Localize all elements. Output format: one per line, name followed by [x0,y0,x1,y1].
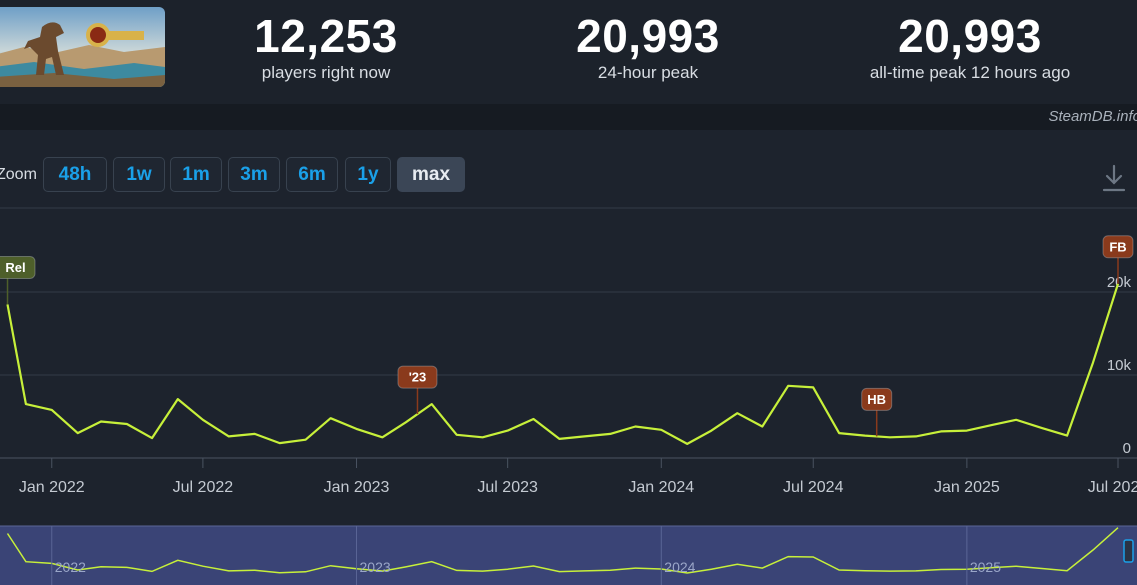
annotation-flag[interactable]: Rel [0,255,36,305]
x-tick-label: Jan 2025 [934,479,1000,496]
x-tick-label: Jul 2025 [1088,479,1137,496]
annotation-flag[interactable]: HB [861,387,893,437]
navigator-year-label: 2022 [55,559,86,575]
x-tick-label: Jan 2023 [324,479,390,496]
chart-plot-area [6,283,1120,445]
chart-x-axis: Jan 2022 Jul 2022 Jan 2023 Jul 2023 Jan 2024… [19,458,1137,496]
stats-header: 12,253 players right now 20,993 24-hour … [0,0,1137,104]
annotation-label: Rel [5,260,25,275]
chart-navigator[interactable]: 2022 2023 2024 2025 [0,525,1137,585]
annotation-label: '23 [409,370,427,385]
x-tick-label: Jan 2024 [628,479,694,496]
zoom-1y-button[interactable]: 1y [345,157,391,192]
y-tick-label: 0 [1123,440,1131,457]
players-now-value: 12,253 [254,10,398,62]
all-time-peak-stat: 20,993 all-time peak 12 hours ago [840,10,1100,84]
zoom-1m-button[interactable]: 1m [170,157,222,192]
x-tick-label: Jan 2022 [19,479,85,496]
zoom-48h-button[interactable]: 48h [43,157,107,192]
all-time-peak-value: 20,993 [898,10,1042,62]
peak-24h-label: 24-hour peak [597,63,699,82]
peak-24h-stat: 20,993 24-hour peak [518,10,778,84]
players-now-label: players right now [261,63,391,82]
zoom-max-button[interactable]: max [397,157,465,192]
y-tick-label: 20k [1107,274,1132,291]
players-now-stat: 12,253 players right now [196,10,456,84]
navigator-year-label: 2025 [970,559,1001,575]
navigator-range-fill[interactable] [0,526,1137,585]
credit-bar: SteamDB.info [0,104,1137,130]
x-tick-label: Jul 2022 [173,479,234,496]
annotation-label: FB [1109,239,1126,254]
x-tick-label: Jul 2023 [477,479,538,496]
peak-24h-value: 20,993 [576,10,720,62]
game-thumbnail[interactable] [0,7,165,87]
navigator-year-label: 2023 [360,559,391,575]
chart-grid [0,207,1137,459]
all-time-peak-label: all-time peak 12 hours ago [869,63,1071,82]
zoom-6m-button[interactable]: 6m [286,157,338,192]
zoom-3m-button[interactable]: 3m [228,157,280,192]
navigator-series-line [6,527,1119,574]
annotation-label: HB [867,392,886,407]
annotation-flag[interactable]: '23 [397,365,438,415]
zoom-label: Zoom [0,166,37,183]
chart-y-axis: 0 10k 20k [1107,274,1132,457]
chart-annotations: Rel '23 HB FB [0,235,1134,437]
chart-panel [0,130,1137,585]
navigator-right-handle[interactable] [1123,539,1134,563]
steamdb-credit[interactable]: SteamDB.info [1048,108,1137,125]
x-tick-label: Jul 2024 [783,479,844,496]
series-line[interactable] [6,283,1120,445]
zoom-1w-button[interactable]: 1w [113,157,165,192]
navigator-year-label: 2024 [664,559,695,575]
download-icon[interactable] [1100,163,1128,193]
y-tick-label: 10k [1107,357,1132,374]
annotation-flag[interactable]: FB [1102,235,1134,284]
